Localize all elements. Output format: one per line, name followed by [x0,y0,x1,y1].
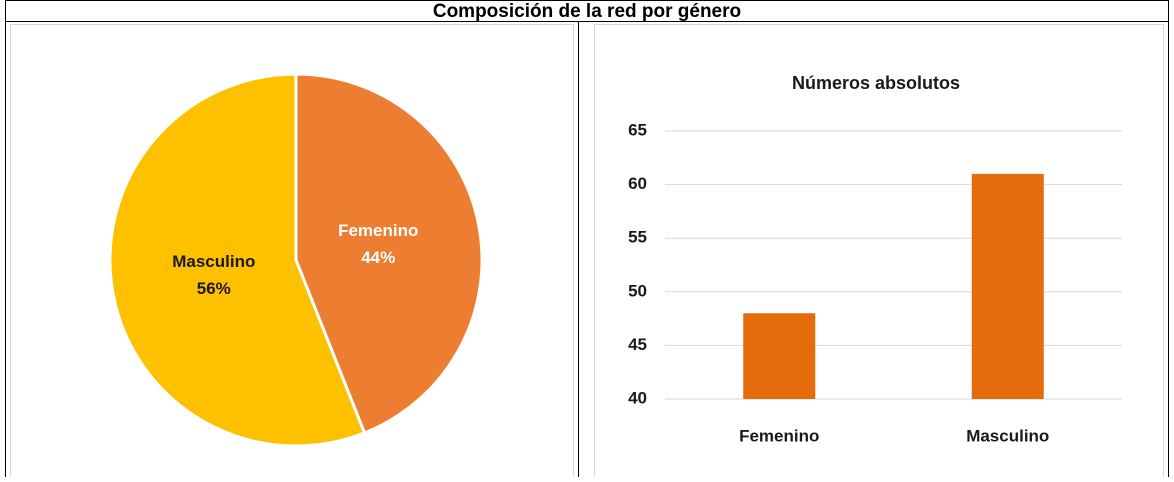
y-tick-label: 40 [628,388,647,407]
y-tick-label: 45 [628,335,647,354]
table-title: Composición de la red por género [433,1,741,22]
slice-category: Masculino [172,252,255,271]
y-tick-label: 65 [628,120,647,139]
slice-value-label: 44% [361,248,395,267]
chart-frame [594,24,1164,482]
bar [743,313,816,399]
y-tick-label: 50 [628,281,647,300]
bar [971,173,1044,399]
table-border [5,0,1169,482]
y-tick-label: 60 [628,174,647,193]
y-tick-label: 55 [628,228,647,247]
chart-title: Números absolutos [792,73,960,93]
slice-category: Femenino [338,221,418,240]
slice-value-label: 56% [197,279,231,298]
pie-slice [108,72,367,448]
pie-slice [294,72,484,435]
chart-frame [10,24,574,482]
x-tick-label: Masculino [966,426,1049,445]
x-tick-label: Femenino [739,426,819,445]
